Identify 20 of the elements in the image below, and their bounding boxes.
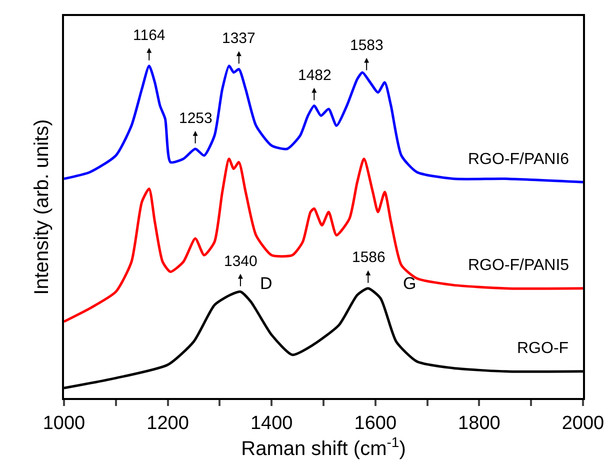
series-label: RGO-F/PANI6 xyxy=(468,151,570,168)
annotation: D xyxy=(260,274,272,293)
x-tick-label: 1400 xyxy=(250,412,293,434)
x-tick-label: 1000 xyxy=(42,412,86,434)
annotation: 1253 xyxy=(179,110,212,127)
annotation: 1583 xyxy=(350,37,384,54)
y-axis-title: Intensity (arb. units) xyxy=(31,119,53,295)
annotation: 1164 xyxy=(133,27,166,44)
annotation: 1337 xyxy=(222,30,256,47)
series-label: RGO-F xyxy=(517,340,569,357)
x-tick-label: 2000 xyxy=(562,412,604,434)
annotation: 1482 xyxy=(298,67,332,84)
x-tick-label: 1800 xyxy=(458,412,500,434)
annotation: G xyxy=(403,274,416,293)
series-label: RGO-F/PANI5 xyxy=(468,257,570,274)
x-axis-title: Raman shift (cm$^{-1}$) xyxy=(241,434,406,460)
x-tick-label: 1200 xyxy=(146,412,189,434)
x-tick-label: 1600 xyxy=(354,412,397,434)
annotation: 1340 xyxy=(224,253,258,270)
annotation: 1586 xyxy=(352,249,386,266)
